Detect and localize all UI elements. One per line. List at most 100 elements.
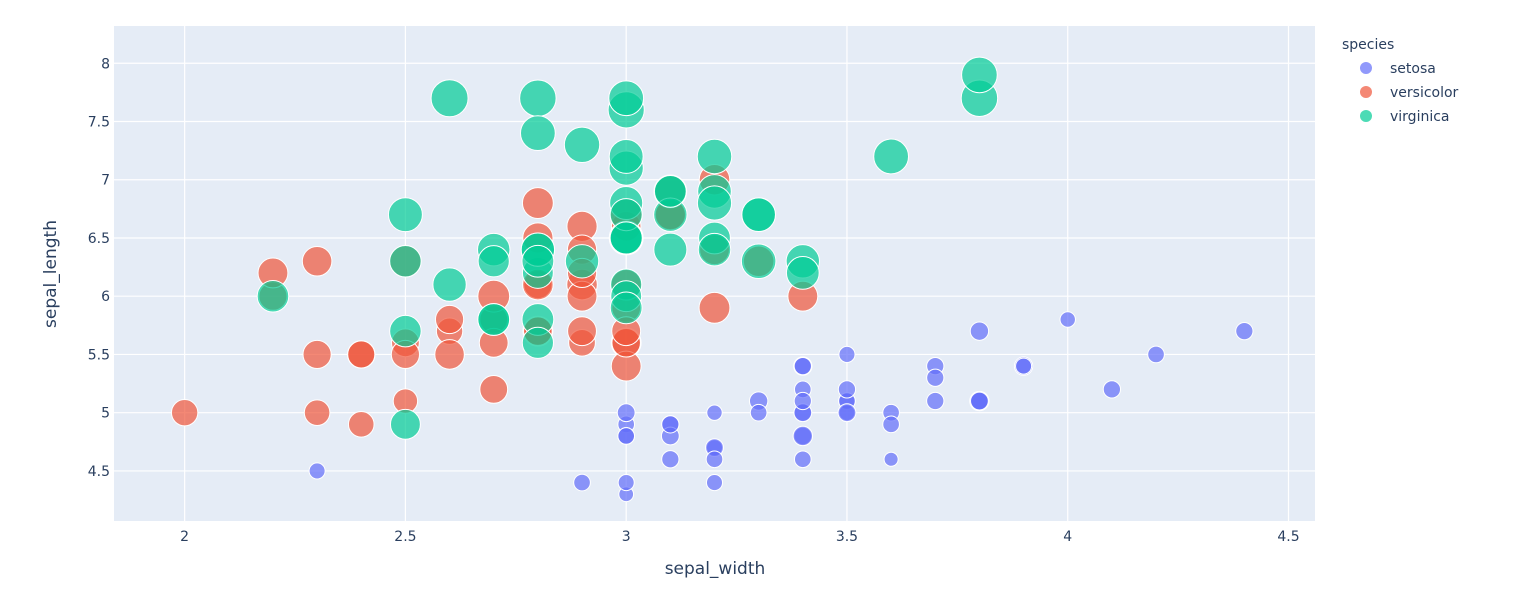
setosa-point[interactable] <box>882 415 900 434</box>
setosa-point[interactable] <box>706 404 723 421</box>
setosa-point[interactable] <box>837 380 857 399</box>
x-tick-label: 3 <box>622 529 631 545</box>
versicolor-point[interactable] <box>347 411 375 438</box>
virginica-point[interactable] <box>961 56 998 94</box>
virginica-point[interactable] <box>389 314 422 348</box>
series-setosa <box>308 311 1254 503</box>
x-tick-label: 3.5 <box>836 529 858 545</box>
y-tick-label: 4.5 <box>88 464 110 480</box>
legend-marker <box>1360 110 1372 122</box>
versicolor-point[interactable] <box>170 399 199 427</box>
setosa-point[interactable] <box>661 450 680 469</box>
setosa-point[interactable] <box>705 450 724 469</box>
virginica-point[interactable] <box>609 221 643 255</box>
virginica-point[interactable] <box>563 126 601 163</box>
virginica-point[interactable] <box>430 79 469 118</box>
virginica-point[interactable] <box>608 80 645 117</box>
y-tick-label: 7.5 <box>88 115 110 131</box>
virginica-point[interactable] <box>696 138 733 175</box>
virginica-point[interactable] <box>696 185 733 221</box>
virginica-point[interactable] <box>785 256 820 290</box>
versicolor-point[interactable] <box>434 304 465 335</box>
versicolor-point[interactable] <box>567 316 597 347</box>
versicolor-point[interactable] <box>698 291 731 324</box>
versicolor-point[interactable] <box>521 187 554 219</box>
setosa-point[interactable] <box>926 368 945 387</box>
virginica-point[interactable] <box>697 232 732 267</box>
setosa-point[interactable] <box>969 321 990 341</box>
versicolor-point[interactable] <box>434 339 465 370</box>
setosa-point[interactable] <box>837 403 857 423</box>
setosa-point[interactable] <box>970 391 989 411</box>
legend-label: versicolor <box>1390 85 1459 101</box>
virginica-point[interactable] <box>432 267 467 302</box>
legend-title: species <box>1342 37 1394 53</box>
setosa-point[interactable] <box>573 473 591 492</box>
virginica-point[interactable] <box>387 197 423 233</box>
x-tick-label: 4.5 <box>1277 529 1299 545</box>
y-tick-label: 6 <box>101 289 110 305</box>
virginica-point[interactable] <box>477 245 510 278</box>
legend-item-setosa[interactable]: setosa <box>1360 61 1436 77</box>
setosa-point[interactable] <box>793 450 812 469</box>
setosa-point[interactable] <box>926 391 945 411</box>
virginica-point[interactable] <box>609 291 643 325</box>
setosa-point[interactable] <box>1147 345 1165 364</box>
setosa-point[interactable] <box>1059 311 1076 328</box>
x-tick-label: 2 <box>180 529 189 545</box>
setosa-point[interactable] <box>749 403 768 422</box>
setosa-point[interactable] <box>793 391 812 411</box>
x-axis-title: sepal_width <box>665 559 766 579</box>
virginica-point[interactable] <box>521 244 555 278</box>
setosa-point[interactable] <box>792 425 814 447</box>
versicolor-point[interactable] <box>303 399 331 426</box>
virginica-point[interactable] <box>653 232 688 267</box>
legend-item-versicolor[interactable]: versicolor <box>1360 85 1459 101</box>
virginica-point[interactable] <box>519 115 556 152</box>
series-virginica <box>256 56 999 440</box>
virginica-point[interactable] <box>256 279 290 313</box>
legend-marker <box>1360 86 1372 98</box>
legend-marker <box>1360 62 1372 74</box>
setosa-point[interactable] <box>616 403 636 423</box>
virginica-point[interactable] <box>873 138 910 175</box>
setosa-point[interactable] <box>883 451 899 467</box>
legend-label: virginica <box>1390 109 1450 125</box>
x-tick-label: 4 <box>1063 529 1072 545</box>
virginica-point[interactable] <box>521 326 554 359</box>
y-tick-label: 5.5 <box>88 347 110 363</box>
setosa-point[interactable] <box>793 356 812 376</box>
versicolor-point[interactable] <box>301 246 333 277</box>
legend-item-virginica[interactable]: virginica <box>1360 109 1450 125</box>
y-axis-title: sepal_length <box>41 220 61 328</box>
y-tick-label: 6.5 <box>88 231 110 247</box>
virginica-point[interactable] <box>608 138 644 174</box>
data-points <box>170 56 1254 503</box>
virginica-point[interactable] <box>740 243 777 280</box>
setosa-point[interactable] <box>1102 380 1122 399</box>
legend: species setosa versicolor virginica <box>1342 37 1459 125</box>
virginica-point[interactable] <box>389 245 422 278</box>
setosa-point[interactable] <box>838 345 856 363</box>
virginica-point[interactable] <box>564 244 600 279</box>
virginica-point[interactable] <box>389 408 421 440</box>
virginica-point[interactable] <box>741 197 776 232</box>
setosa-point[interactable] <box>1015 357 1033 375</box>
versicolor-point[interactable] <box>347 340 376 369</box>
virginica-point[interactable] <box>519 79 557 117</box>
versicolor-point[interactable] <box>479 374 509 404</box>
setosa-point[interactable] <box>308 462 326 480</box>
legend-items: setosa versicolor virginica <box>1360 61 1459 125</box>
setosa-point[interactable] <box>661 415 680 434</box>
setosa-point[interactable] <box>1235 322 1254 341</box>
setosa-point[interactable] <box>705 474 724 492</box>
x-axis-ticks: 2 2.5 3 3.5 4 4.5 <box>180 529 1299 545</box>
versicolor-point[interactable] <box>302 339 332 370</box>
virginica-point[interactable] <box>477 303 511 336</box>
setosa-point[interactable] <box>617 427 636 445</box>
virginica-point[interactable] <box>653 174 687 208</box>
y-tick-label: 8 <box>101 56 110 72</box>
y-tick-label: 7 <box>101 173 110 189</box>
setosa-point[interactable] <box>617 474 635 492</box>
